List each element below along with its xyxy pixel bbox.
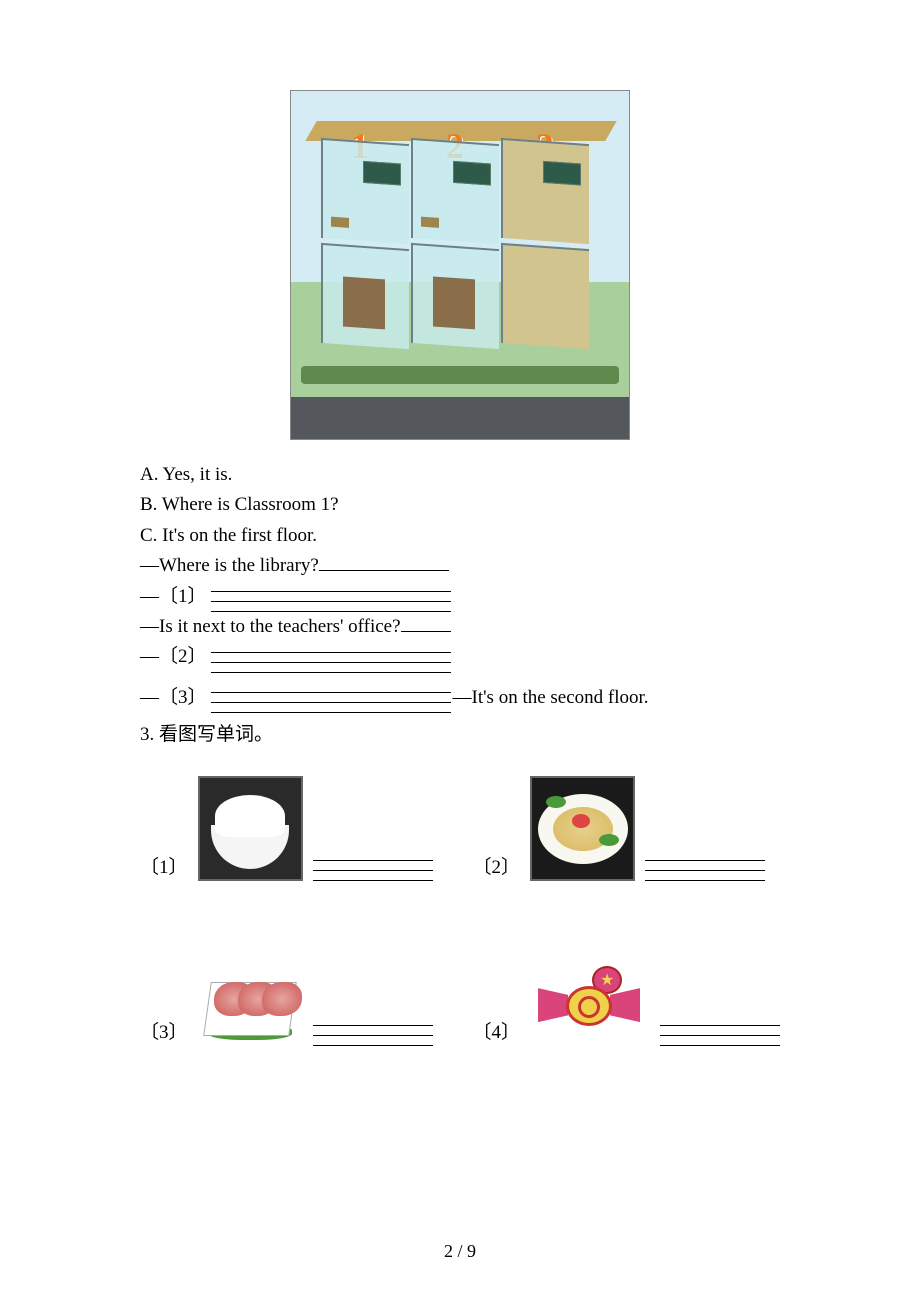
classroom-3: [501, 138, 589, 244]
option-c: C. It's on the first floor.: [140, 521, 780, 551]
item-1-label: 〔1〕: [140, 852, 188, 879]
meat-image: [198, 941, 303, 1046]
building-rooms: 1 2 3: [321, 131, 601, 381]
road: [291, 397, 629, 439]
q3-title: 3. 看图写单词。: [140, 719, 780, 746]
noodles-image: [530, 776, 635, 881]
answer-options: A. Yes, it is. B. Where is Classroom 1? …: [140, 460, 780, 551]
blank-2-label: —〔2〕: [140, 642, 207, 672]
option-b: B. Where is Classroom 1?: [140, 490, 780, 520]
candy-image: ★: [530, 956, 650, 1046]
blank-1-lines[interactable]: [211, 582, 451, 612]
item-meat: 〔3〕: [140, 941, 433, 1046]
blank-inline-2[interactable]: [401, 613, 451, 632]
rice-image: [198, 776, 303, 881]
item-2-label: 〔2〕: [473, 852, 521, 879]
blank-2-lines[interactable]: [211, 643, 451, 673]
items-grid: 〔1〕 〔2〕 〔3〕: [140, 776, 780, 1046]
building-illustration: 1 2 3: [290, 90, 630, 440]
hedge: [301, 366, 619, 384]
dialogue-block: —Where is the library? —〔1〕 —Is it next …: [140, 551, 780, 713]
ground-room-3: [501, 243, 589, 349]
page-number: 2 / 9: [0, 1241, 920, 1262]
item-1-blank[interactable]: [313, 851, 433, 881]
option-a: A. Yes, it is.: [140, 460, 780, 490]
classroom-1: [321, 138, 409, 244]
blank-3-lines[interactable]: [211, 683, 451, 713]
page: 1 2 3 A. Yes, it is. B. Where is Classro…: [0, 0, 920, 1302]
blank-inline[interactable]: [319, 552, 449, 571]
item-2-blank[interactable]: [645, 851, 780, 881]
item-candy: 〔4〕 ★: [473, 941, 781, 1046]
dialogue-line-1: —Where is the library?: [140, 555, 319, 576]
item-4-blank[interactable]: [660, 1016, 780, 1046]
blank-1-label: —〔1〕: [140, 582, 207, 612]
item-4-label: 〔4〕: [473, 1017, 521, 1044]
dialogue-line-3-suffix: —It's on the second floor.: [453, 683, 649, 713]
item-noodles: 〔2〕: [473, 776, 781, 881]
ground-room-2: [411, 243, 499, 349]
blank-3-label: —〔3〕: [140, 683, 207, 713]
dialogue-line-2: —Is it next to the teachers' office?: [140, 616, 401, 637]
item-rice: 〔1〕: [140, 776, 433, 881]
ground-room-1: [321, 243, 409, 349]
item-3-label: 〔3〕: [140, 1017, 188, 1044]
item-3-blank[interactable]: [313, 1016, 433, 1046]
classroom-2: [411, 138, 499, 244]
